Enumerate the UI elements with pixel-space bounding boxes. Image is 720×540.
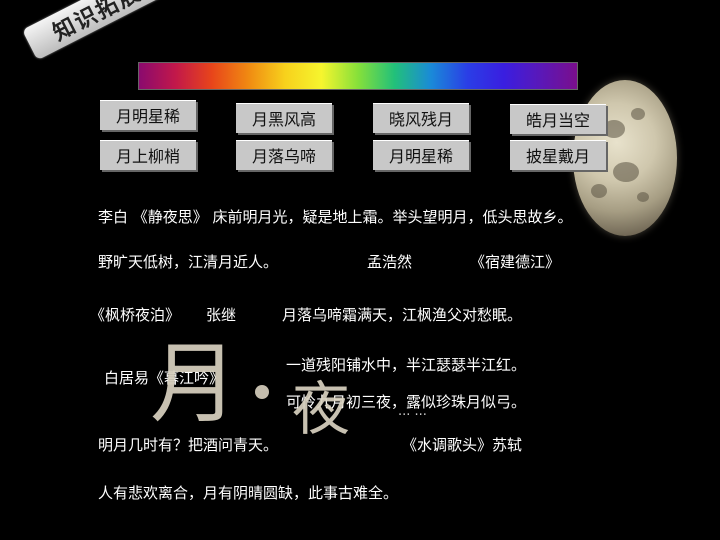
poem-line: 明月几时有？把酒问青天。	[98, 436, 279, 454]
poem-author: 孟浩然	[367, 253, 413, 271]
calligraphy-dot	[255, 385, 269, 399]
topic-tag: 知识拓展	[22, 0, 172, 61]
poem-author: 张继	[206, 306, 237, 324]
poem-line: 野旷天低树，江清月近人。	[98, 253, 279, 271]
poem-title: 《枫桥夜泊》	[90, 306, 181, 324]
poem-line: 人有悲欢离合，月有阴晴圆缺，此事古难全。	[98, 484, 399, 502]
poem-author-title: 白居易《暮江吟》	[104, 369, 225, 387]
calligraphy-moon: 月	[150, 332, 245, 435]
color-spectrum-bar	[138, 62, 578, 90]
idiom-button[interactable]: 月上柳梢	[100, 140, 196, 170]
idiom-button[interactable]: 月落乌啼	[236, 140, 332, 170]
idiom-button[interactable]: 月明星稀	[373, 140, 469, 170]
poem-line: 月落乌啼霜满天，江枫渔父对愁眠。	[282, 306, 523, 324]
idiom-button[interactable]: 月明星稀	[100, 100, 196, 130]
poem-title: 《宿建德江》	[470, 253, 561, 271]
overlapping-text: ... ...	[398, 404, 427, 419]
idiom-button[interactable]: 晓风残月	[373, 103, 469, 133]
poem-line: 李白 《静夜思》 床前明月光，疑是地上霜。举头望明月，低头思故乡。	[98, 208, 573, 226]
poem-title: 《水调歌头》苏轼	[402, 436, 523, 454]
poem-line: 可怜九月初三夜，露似珍珠月似弓。	[286, 393, 527, 411]
idiom-button[interactable]: 披星戴月	[510, 140, 606, 170]
idiom-button[interactable]: 皓月当空	[510, 104, 606, 134]
idiom-button[interactable]: 月黑风高	[236, 103, 332, 133]
calligraphy-night: 夜	[292, 375, 351, 443]
poem-line: 一道残阳铺水中，半江瑟瑟半江红。	[286, 356, 527, 374]
